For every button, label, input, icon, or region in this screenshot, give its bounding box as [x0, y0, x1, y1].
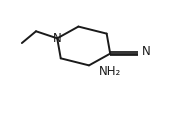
Text: N: N [53, 32, 62, 45]
Text: N: N [142, 45, 151, 58]
Text: NH₂: NH₂ [99, 65, 121, 78]
